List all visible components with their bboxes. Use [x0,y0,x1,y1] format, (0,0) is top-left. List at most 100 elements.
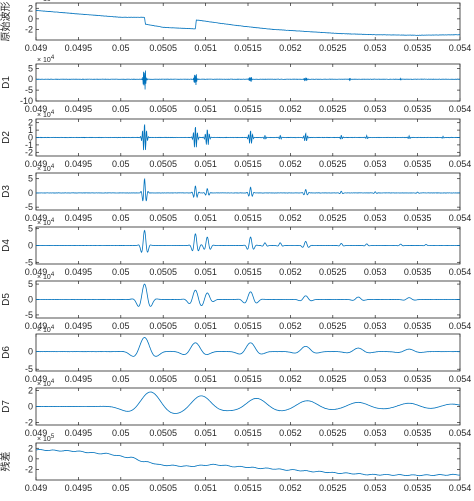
axes-box [35,2,461,41]
x-tick-label: 0.0505 [149,483,177,493]
x-tick-label: 0.053 [364,267,387,277]
x-tick-label: 0.0525 [319,483,347,493]
x-tick-label: 0.051 [194,267,217,277]
x-tick-label: 0.05 [112,374,130,384]
x-tick-label: 0.0495 [65,267,93,277]
y-tick-label: -2 [25,147,33,157]
x-tick-label: 0.052 [279,104,302,114]
x-tick-label: 0.053 [364,374,387,384]
x-tick-label: 0.0505 [149,321,177,331]
subplot-3: 0.049 0.0495 0.05 0.0505 0.051 0.0515 0.052 0.0… [1,110,471,169]
x-tick-label: 0.052 [279,483,302,493]
y-axis-label: D5 [1,293,12,306]
axis-exponent: × 104 [37,325,55,334]
x-tick-label: 0.053 [364,428,387,438]
x-tick-label: 0.049 [25,159,48,169]
y-tick-label: -1 [25,140,33,150]
axis-exponent: × 104 [37,272,55,281]
x-tick-label: 0.0535 [404,483,432,493]
x-tick-label: 0.0515 [234,483,262,493]
axes-box [35,172,461,211]
subplot-1: 0.049 0.0495 0.05 0.0505 0.051 0.0515 0.052 0.0… [0,0,471,53]
x-tick-label: 0.049 [25,104,48,114]
x-tick-label: 0.0535 [404,428,432,438]
x-tick-label: 0.05 [112,213,130,223]
y-tick-label: 2 [28,118,33,128]
y-tick-label: -5 [25,202,33,212]
subplot-2: 0.049 0.0495 0.05 0.0505 0.051 0.0515 0.052 0.0… [1,55,471,114]
y-axis-label: 残差 [0,452,12,472]
x-tick-label: 0.0535 [404,159,432,169]
y-tick-label: 0 [28,14,33,24]
axis-exponent: × 104 [37,55,55,64]
y-tick-label: -2 [25,464,33,474]
x-tick-label: 0.0515 [234,374,262,384]
x-tick-label: 0.0515 [234,104,262,114]
subplot-9: 0.049 0.0495 0.05 0.0505 0.051 0.0515 0.052 0.0… [0,434,471,493]
x-tick-label: 0.049 [25,267,48,277]
x-tick-label: 0.051 [194,104,217,114]
x-tick-label: 0.052 [279,213,302,223]
subplot-4: 0.049 0.0495 0.05 0.0505 0.051 0.0515 0.052 0.0… [1,164,471,223]
y-axis-label: D7 [1,400,12,413]
y-tick-label: -10 [20,96,33,106]
y-tick-label: 0 [28,188,33,198]
x-tick-label: 0.052 [279,267,302,277]
x-tick-label: 0.05 [112,483,130,493]
y-axis-label: D6 [1,346,12,359]
x-tick-label: 0.0525 [319,104,347,114]
axes-box [35,442,461,481]
x-tick-label: 0.0505 [149,104,177,114]
y-tick-label: 0 [28,454,33,464]
axis-exponent: × 105 [37,434,55,443]
x-tick-label: 0.0525 [319,159,347,169]
x-tick-label: 0.0505 [149,374,177,384]
x-tick-label: 0.049 [25,483,48,493]
y-tick-label: 5 [28,279,33,289]
y-axis-label: 原始波形 [0,2,12,42]
x-tick-label: 0.052 [279,159,302,169]
x-tick-label: 0.05 [112,43,130,53]
series-line [36,124,460,151]
subplot-6: 0.049 0.0495 0.05 0.0505 0.051 0.0515 0.052 0.0… [1,272,471,331]
y-tick-label: 0 [28,347,33,357]
x-tick-label: 0.052 [279,43,302,53]
x-tick-label: 0.0505 [149,213,177,223]
series-line [36,391,460,414]
x-tick-label: 0.0495 [65,321,93,331]
x-tick-label: 0.051 [194,213,217,223]
series-line [36,9,460,36]
x-tick-label: 0.0515 [234,43,262,53]
x-tick-label: 0.0495 [65,159,93,169]
y-tick-label: 5 [28,174,33,184]
series-line [36,283,460,307]
y-tick-label: -5 [25,257,33,267]
x-tick-label: 0.05 [112,428,130,438]
x-tick-label: 0.05 [112,267,130,277]
y-tick-label: 5 [28,63,33,73]
x-tick-label: 0.053 [364,159,387,169]
x-tick-label: 0.0505 [149,43,177,53]
x-tick-label: 0.0495 [65,428,93,438]
subplot-8: 0.049 0.0495 0.05 0.0505 0.051 0.0515 0.052 0.0… [1,379,471,438]
y-axis-label: D2 [1,131,12,144]
x-tick-label: 0.052 [279,428,302,438]
series-line [36,70,460,90]
y-tick-label: -2 [25,24,33,34]
x-tick-label: 0.0535 [404,213,432,223]
x-tick-label: 0.0495 [65,43,93,53]
y-tick-label: 2 [28,385,33,395]
x-tick-label: 0.052 [279,374,302,384]
y-tick-label: 1 [28,125,33,135]
x-tick-label: 0.0535 [404,267,432,277]
axes-box [35,333,461,372]
x-tick-label: 0.049 [25,43,48,53]
x-tick-label: 0.053 [364,43,387,53]
x-tick-label: 0.0535 [404,321,432,331]
x-tick-label: 0.0515 [234,321,262,331]
x-tick-label: 0.053 [364,483,387,493]
y-tick-label: 5 [28,224,33,234]
x-tick-label: 0.054 [449,267,472,277]
axis-exponent: × 104 [37,218,55,227]
